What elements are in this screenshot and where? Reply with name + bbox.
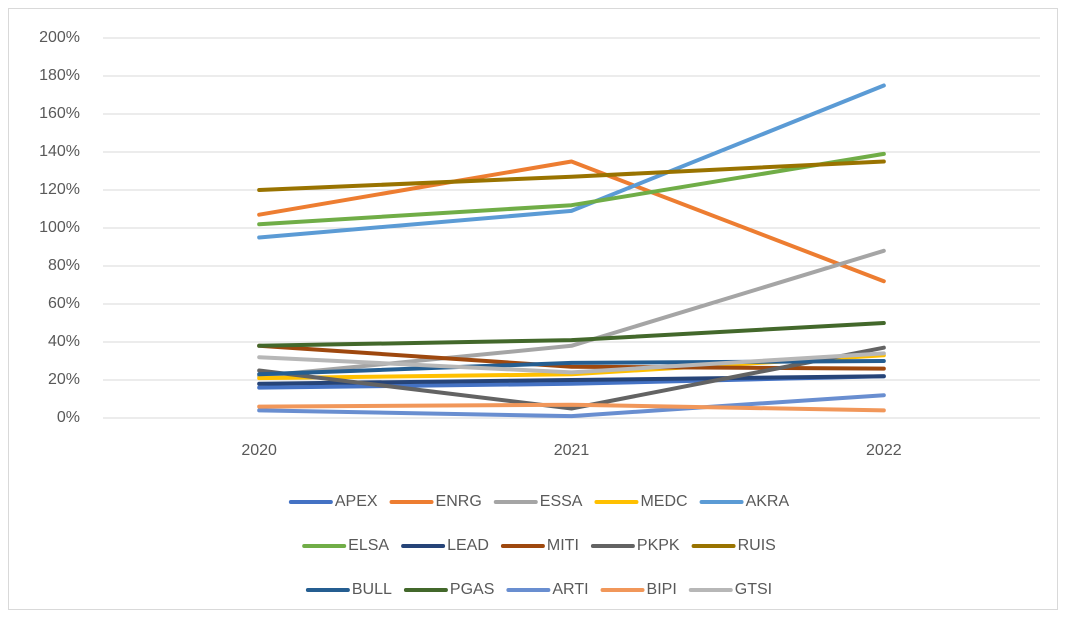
legend-row: BULL PGAS ARTI BIPI GTSI — [305, 581, 772, 598]
legend-label: APEX — [335, 493, 378, 510]
y-tick-label: 180% — [39, 67, 80, 84]
series-line — [257, 351, 886, 375]
y-tick-label: 0% — [57, 409, 80, 426]
y-tick-label: 40% — [48, 333, 80, 350]
y-tick-label: 140% — [39, 143, 80, 160]
x-tick-label: 2022 — [866, 442, 902, 459]
legend-label: GTSI — [735, 581, 772, 598]
y-tick-label: 80% — [48, 257, 80, 274]
legend-label: PKPK — [637, 537, 680, 554]
legend-row: ELSA LEAD MITI PKPK RUIS — [302, 537, 776, 554]
legend-label: BULL — [352, 581, 392, 598]
series-line — [257, 248, 886, 379]
legend-label: MITI — [547, 537, 579, 554]
x-tick-label: 2021 — [554, 442, 590, 459]
chart-frame — [8, 8, 1058, 610]
series-line — [257, 151, 886, 227]
legend-label: ESSA — [540, 493, 583, 510]
y-tick-label: 200% — [39, 29, 80, 46]
legend-label: AKRA — [746, 493, 790, 510]
x-tick-label: 2020 — [241, 442, 277, 459]
legend-label: PGAS — [450, 581, 494, 598]
series-line — [257, 83, 886, 240]
legend-row: APEX ENRG ESSA MEDC AKRA — [288, 493, 790, 510]
legend-label: ARTI — [552, 581, 588, 598]
series-line — [257, 393, 886, 419]
legend-label: RUIS — [738, 537, 776, 554]
y-tick-label: 100% — [39, 219, 80, 236]
legend-label: LEAD — [447, 537, 489, 554]
legend-label: BIPI — [647, 581, 677, 598]
legend-label: MEDC — [640, 493, 687, 510]
y-tick-label: 160% — [39, 105, 80, 122]
series-line — [257, 159, 886, 192]
series-line — [257, 159, 886, 284]
legend-label: ENRG — [436, 493, 482, 510]
y-tick-label: 60% — [48, 295, 80, 312]
y-tick-label: 20% — [48, 371, 80, 388]
series-line — [257, 345, 886, 411]
series-line — [257, 321, 886, 348]
y-tick-label: 120% — [39, 181, 80, 198]
legend-label: ELSA — [348, 537, 389, 554]
series-line — [257, 402, 886, 413]
